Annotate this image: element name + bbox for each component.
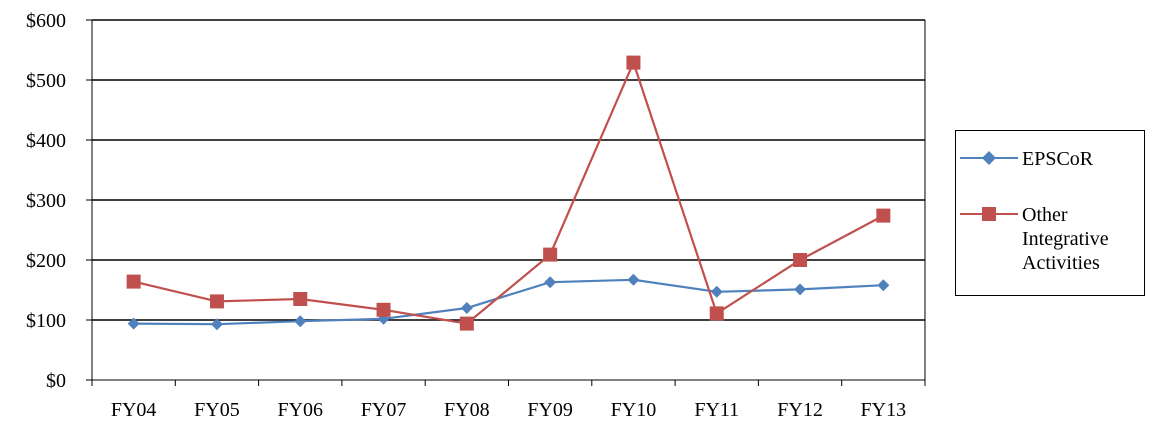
- x-tick-label: FY04: [111, 399, 157, 421]
- legend-label-line: Integrative: [1022, 228, 1109, 250]
- legend-item-other-integrative: Other Integrative Activities: [956, 203, 1132, 275]
- data-point-square: [543, 247, 558, 262]
- data-point-square: [209, 294, 224, 309]
- data-point-diamond: [710, 285, 723, 298]
- y-tick-label: $0: [46, 370, 66, 392]
- data-point-square: [376, 302, 391, 317]
- x-tick-label: FY07: [361, 399, 407, 421]
- x-tick-label: FY08: [444, 399, 490, 421]
- y-tick-label: $100: [26, 310, 66, 332]
- x-tick-labels: FY04 FY05 FY06 FY07 FY08 FY09 FY10 FY11 FY12 FY13: [111, 399, 906, 421]
- x-tick-label: FY10: [611, 399, 657, 421]
- x-tick-label: FY12: [777, 399, 823, 421]
- data-point-diamond: [294, 315, 307, 328]
- series-line: [133, 278, 884, 326]
- series: [126, 55, 891, 331]
- x-tick-label: FY09: [527, 399, 573, 421]
- series-other-integrative: [126, 55, 891, 331]
- other-integrative-square-icon: [956, 203, 1022, 225]
- data-point-square: [709, 306, 724, 321]
- data-point-diamond: [877, 279, 890, 292]
- y-tick-label: $500: [26, 70, 66, 92]
- x-tick-label: FY13: [861, 399, 907, 421]
- series-line: [133, 59, 884, 325]
- y-tick-label: $200: [26, 250, 66, 272]
- legend-label-line: EPSCoR: [1022, 148, 1094, 170]
- x-tick-label: FY11: [694, 399, 739, 421]
- y-tick-label: $300: [26, 190, 66, 212]
- line-chart: $0$100$200$300$400$500$600 FY04 FY05 FY06 F…: [26, 10, 926, 421]
- epscor-diamond-icon: [956, 147, 1022, 169]
- legend-label-epscor: EPSCoR: [1022, 147, 1132, 171]
- data-point-square: [459, 316, 474, 331]
- y-tick-labels: $0 $100 $200 $300 $400 $500 $600: [26, 10, 66, 392]
- x-tick-label: FY06: [277, 399, 323, 421]
- legend: EPSCoR Other Integrative Activities: [955, 130, 1145, 296]
- gridlines: [92, 19, 925, 321]
- data-point-diamond: [544, 276, 557, 289]
- data-point-diamond: [127, 317, 140, 330]
- data-point-square: [126, 274, 141, 289]
- x-tick-label: FY05: [194, 399, 240, 421]
- data-point-diamond: [794, 283, 807, 296]
- data-point-diamond: [627, 273, 640, 286]
- data-point-diamond: [210, 318, 223, 331]
- series-epscor: [127, 273, 890, 331]
- legend-item-epscor: EPSCoR: [956, 147, 1132, 171]
- legend-label-other-integrative: Other Integrative Activities: [1022, 203, 1132, 275]
- data-point-square: [793, 253, 808, 267]
- axes: [86, 19, 926, 386]
- data-point-square: [293, 292, 308, 306]
- y-tick-label: $400: [26, 130, 66, 152]
- y-tick-label: $600: [26, 10, 66, 32]
- data-point-diamond: [460, 302, 473, 314]
- data-point-square: [626, 55, 641, 70]
- legend-label-line: Activities: [1022, 252, 1100, 274]
- data-point-square: [876, 208, 891, 223]
- legend-label-line: Other: [1022, 204, 1068, 226]
